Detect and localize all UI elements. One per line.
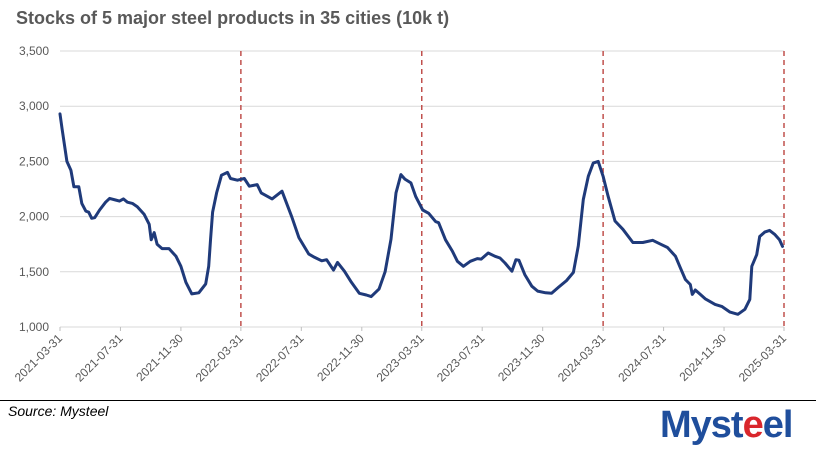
x-tick-label: 2024-11-30 <box>676 331 729 384</box>
x-tick-label: 2025-03-31 <box>736 331 790 385</box>
line-chart: 1,000 1,500 2,000 2,500 3,000 3,500 2021-03-31… <box>12 44 790 385</box>
y-tick-label: 1,000 <box>19 320 49 334</box>
footer-divider <box>0 400 816 401</box>
x-tick-label: 2021-07-31 <box>72 331 126 385</box>
x-tick-label: 2024-03-31 <box>555 331 609 385</box>
mysteel-logo: Mysteel <box>660 404 794 447</box>
x-tick-label: 2023-03-31 <box>374 331 428 385</box>
x-tick-label: 2022-07-31 <box>253 331 307 385</box>
x-tick-label: 2024-07-31 <box>615 331 669 385</box>
y-tick-label: 3,500 <box>19 44 49 58</box>
source-note: Source: Mysteel <box>8 403 109 419</box>
x-tick-label: 2022-11-30 <box>314 331 367 384</box>
y-tick-label: 2,000 <box>19 210 49 224</box>
x-tick-label: 2021-11-30 <box>133 331 186 384</box>
x-tick-label: 2022-03-31 <box>193 331 247 385</box>
logo-prefix: Myst <box>660 404 744 446</box>
logo-suffix: el <box>762 404 794 446</box>
series-line <box>58 112 784 316</box>
x-tick-label: 2023-11-30 <box>495 331 548 384</box>
y-tick-label: 2,500 <box>19 154 49 168</box>
logo-accent: e <box>742 404 764 446</box>
y-tick-label: 1,500 <box>19 265 49 279</box>
x-tick-label: 2021-03-31 <box>12 331 66 385</box>
y-tick-label: 3,000 <box>19 99 49 113</box>
x-tick-label: 2023-07-31 <box>434 331 488 385</box>
chart-title: Stocks of 5 major steel products in 35 c… <box>16 8 450 28</box>
